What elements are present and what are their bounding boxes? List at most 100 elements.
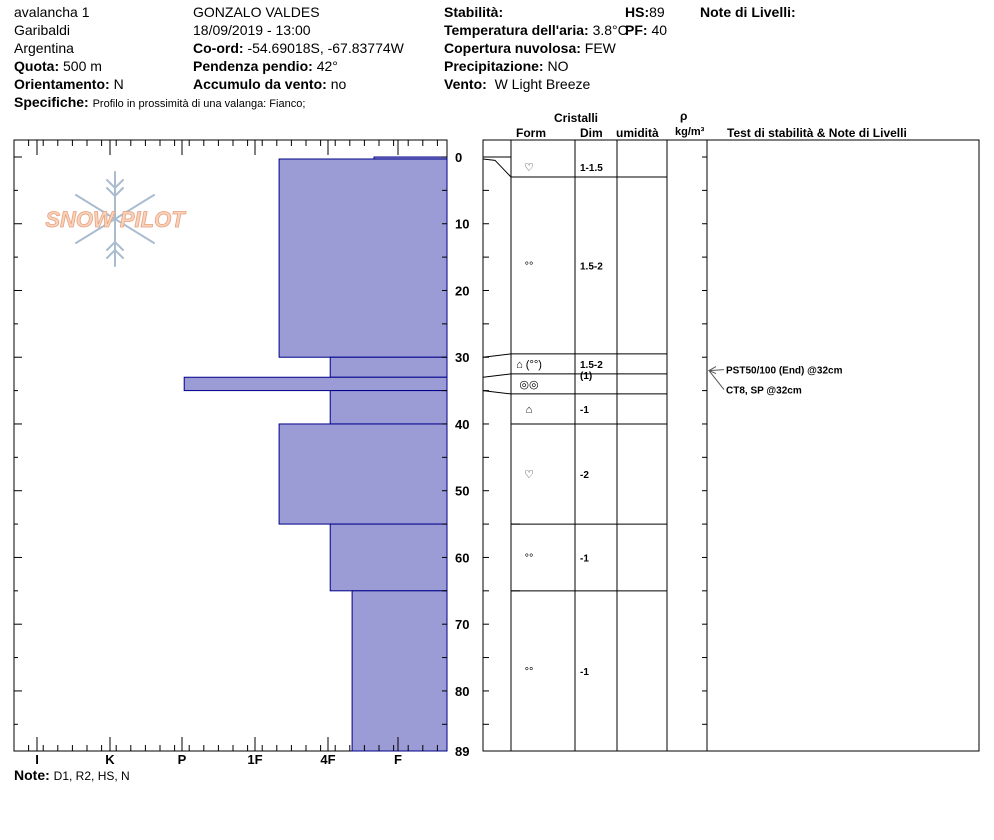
note-label: Note: — [14, 767, 50, 783]
stability-test-label: PST50/100 (End) @32cm — [726, 366, 843, 377]
grain-table-frame — [482, 139, 980, 752]
sky-label: Copertura nuvolosa: — [444, 40, 581, 56]
hardness-bar — [278, 423, 448, 525]
test-pointer — [708, 369, 725, 372]
profile-name: avalancha 1 — [14, 4, 90, 20]
form-header: Form — [516, 126, 546, 140]
grain-size-label: 1.5-2 — [580, 360, 603, 371]
depth-tick-label: 89 — [455, 744, 469, 759]
precip-value: NO — [547, 58, 569, 74]
stability-label: Stabilità: — [444, 4, 504, 20]
depth-tick-label: 30 — [455, 350, 469, 365]
wind-value: W Light Breeze — [494, 76, 591, 92]
hardness-tick-label: 4F — [320, 752, 335, 767]
hardness-tick-label: 1F — [247, 752, 262, 767]
slope: Pendenza pendio: 42° — [193, 58, 338, 74]
crystals-header: Cristalli — [554, 111, 599, 125]
moisture-header: umidità — [616, 126, 659, 140]
melt-forms-icon: ◎◎ — [519, 379, 538, 391]
hs-value: 89 — [649, 4, 665, 20]
size-header: Dim — [580, 126, 603, 140]
decomposing-fragments-icon: ♡ — [524, 469, 534, 481]
tests-header: Test di stabilità & Note di Livelli — [727, 126, 907, 140]
pf-value: 40 — [651, 22, 668, 38]
air-temp-label: Temperatura dell'aria: — [444, 22, 589, 38]
snowpilot-watermark: SNOW PILOT — [45, 171, 187, 267]
density-symbol: ρ — [680, 109, 688, 123]
location: Garibaldi — [14, 22, 71, 38]
layer-connector — [482, 158, 512, 178]
hs: HS:89 — [625, 4, 665, 20]
layer-connector — [482, 373, 512, 378]
elevation-value: 500 m — [63, 58, 102, 74]
note-value: D1, R2, HS, N — [53, 769, 130, 783]
aspect-label: Orientamento: — [14, 76, 110, 92]
precipitation: Precipitazione: NO — [444, 58, 568, 74]
grain-size-label: 1.5-2 — [580, 261, 603, 272]
footer-note: Note: D1, R2, HS, N — [14, 767, 130, 784]
hardness-tick-label: P — [178, 752, 187, 767]
wind: Vento: W Light Breeze — [444, 76, 590, 92]
sky-cover: Copertura nuvolosa: FEW — [444, 40, 616, 56]
wind-loading-value: no — [330, 76, 347, 92]
coordinates: Co-ord: -54.69018S, -67.83774W — [193, 40, 404, 56]
layer-connector — [482, 353, 512, 358]
depth-tick-label: 0 — [455, 150, 462, 165]
hardness-tick-label: K — [105, 752, 115, 767]
pf-label: PF: — [625, 22, 648, 38]
grain-size-label: -1 — [580, 667, 589, 678]
pf: PF: 40 — [625, 22, 667, 38]
precip-label: Precipitazione: — [444, 58, 544, 74]
observer: GONZALO VALDES — [193, 4, 320, 20]
coords-label: Co-ord: — [193, 40, 244, 56]
grain-size-label: -2 — [580, 470, 589, 481]
slope-label: Pendenza pendio: — [193, 58, 313, 74]
slope-value: 42° — [316, 58, 338, 74]
test-pointer — [708, 370, 725, 390]
faceted-rounded-icon: ⌂ (°°) — [516, 359, 542, 371]
snowflake-icon — [75, 171, 155, 267]
air-temperature: Temperatura dell'aria: 3.8°C — [444, 22, 628, 38]
depth-tick-label: 40 — [455, 417, 469, 432]
hardness-bar — [329, 523, 448, 592]
hardness-bar — [329, 390, 448, 425]
elevation-label: Quota: — [14, 58, 60, 74]
depth-tick-label: 80 — [455, 684, 469, 699]
aspect: Orientamento: N — [14, 76, 124, 92]
hardness-tick-label: I — [35, 752, 39, 767]
country: Argentina — [14, 40, 74, 56]
aspect-value: N — [113, 76, 124, 92]
rounded-grains-icon: °° — [525, 260, 534, 272]
elevation: Quota: 500 m — [14, 58, 102, 74]
hardness-bar — [278, 158, 448, 358]
hardness-bar — [329, 356, 448, 378]
depth-tick-label: 70 — [455, 617, 469, 632]
watermark-text: SNOW PILOT — [45, 207, 186, 232]
wind-loading: Accumulo da vento: no — [193, 76, 346, 92]
grain-size-extra: (1) — [580, 371, 592, 382]
depth-tick-label: 60 — [455, 550, 469, 565]
specifics-label: Specifiche: — [14, 94, 89, 110]
air-temp-value: 3.8°C — [592, 22, 628, 38]
hardness-tick-label: F — [394, 752, 402, 767]
stability-test-label: CT8, SP @32cm — [726, 386, 802, 397]
depth-tick-label: 20 — [455, 283, 469, 298]
wind-label: Vento: — [444, 76, 487, 92]
hardness-bar — [183, 376, 448, 392]
hs-label: HS: — [625, 4, 650, 20]
faceted-crystals-icon: ⌂ — [526, 404, 533, 416]
specifics-value: Profilo in prossimità di una valanga: Fi… — [92, 98, 306, 110]
specifics: Specifiche: Profilo in prossimità di una… — [14, 94, 305, 112]
hardness-bar — [351, 590, 448, 752]
grain-size-label: -1 — [580, 405, 589, 416]
depth-tick-label: 50 — [455, 484, 469, 499]
rounded-grains-icon: °° — [525, 666, 534, 678]
layer-notes-label: Note di Livelli: — [700, 4, 796, 20]
coords-value: -54.69018S, -67.83774W — [247, 40, 404, 56]
wind-loading-label: Accumulo da vento: — [193, 76, 327, 92]
grain-size-label: -1 — [580, 553, 589, 564]
layer-connector — [482, 390, 512, 395]
rounded-grains-icon: °° — [525, 552, 534, 564]
datetime: 18/09/2019 - 13:00 — [193, 22, 311, 38]
